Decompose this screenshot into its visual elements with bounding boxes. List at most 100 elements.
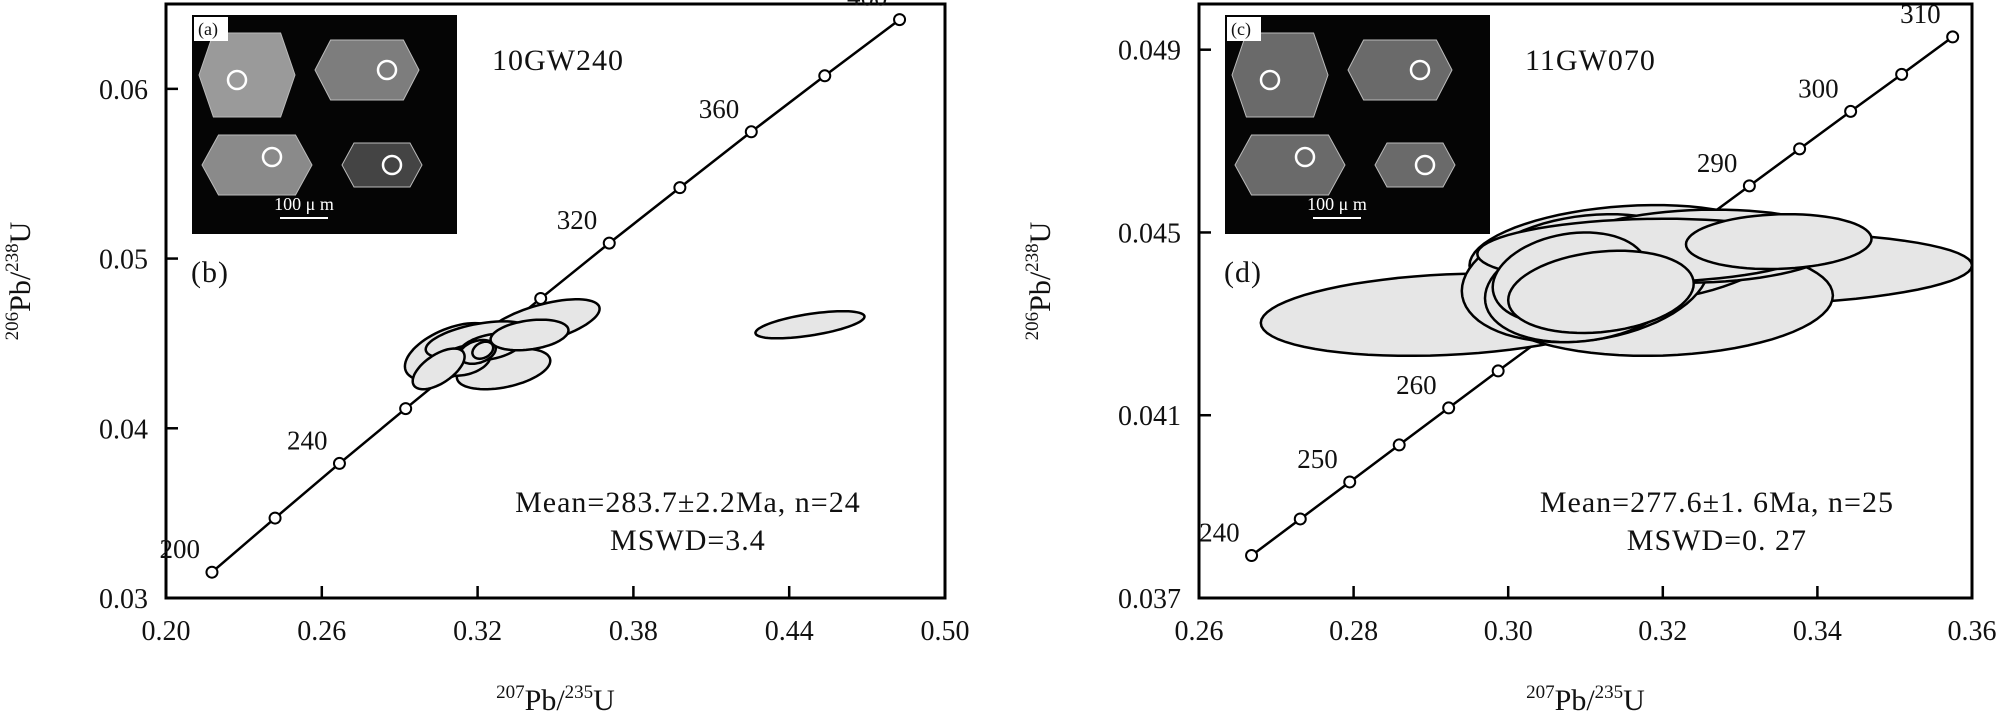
y-tick-label: 0.06 xyxy=(99,75,148,106)
y-axis-label-part: 206 xyxy=(1022,312,1043,341)
inset-label: (a) xyxy=(198,19,218,40)
age-label: 260 xyxy=(1396,370,1437,400)
plot-area xyxy=(205,13,907,579)
x-tick-label: 0.20 xyxy=(142,616,191,647)
cl-image-inset: (c) 100 μ m xyxy=(1225,15,1490,234)
x-axis-label-part: U xyxy=(593,684,615,717)
age-label: 300 xyxy=(1798,73,1839,103)
sample-name: 10GW240 xyxy=(492,44,624,77)
spot xyxy=(226,69,248,91)
age-marker xyxy=(1742,179,1756,193)
age-label: 250 xyxy=(1297,444,1338,474)
x-tick-label: 0.26 xyxy=(1175,616,1224,647)
age-marker xyxy=(1245,549,1259,563)
age-marker xyxy=(1442,401,1456,415)
panel-label: (b) xyxy=(191,256,229,289)
y-axis-label-part: Pb/ xyxy=(4,271,37,312)
age-marker xyxy=(744,125,758,139)
mean-age: Mean=283.7±2.2Ma, n=24 xyxy=(515,486,861,519)
y-tick-label: 0.037 xyxy=(1118,584,1181,615)
y-axis-label-part: U xyxy=(1024,221,1057,243)
x-tick-label: 0.50 xyxy=(921,616,970,647)
y-axis-label: 206Pb/238U xyxy=(1022,221,1057,340)
plot-frame xyxy=(164,2,947,600)
x-axis-label: 207Pb/235U xyxy=(496,682,615,717)
x-axis-label-part: Pb/ xyxy=(1555,684,1596,717)
age-marker xyxy=(1293,512,1307,526)
x-tick-label: 0.44 xyxy=(765,616,814,647)
inset-label-box xyxy=(194,17,228,41)
spot xyxy=(1409,59,1431,81)
zircon-grain xyxy=(201,134,313,196)
x-tick-label: 0.38 xyxy=(609,616,658,647)
age-marker xyxy=(332,456,346,470)
scale-bar-label: 100 μ m xyxy=(1307,194,1367,214)
x-axis-label-part: Pb/ xyxy=(525,684,566,717)
age-label: 240 xyxy=(1199,518,1240,548)
age-label: 310 xyxy=(1900,0,1941,29)
cl-image-inset: (a) 100 μ m xyxy=(192,15,457,234)
x-axis-label: 207Pb/235U xyxy=(1526,682,1645,717)
panel-left: 0.20 0.26 0.32 0.38 0.44 0.50 0.03 0.04 0.05 0.06… xyxy=(2,0,970,717)
age-marker xyxy=(1491,364,1505,378)
age-marker xyxy=(534,291,548,305)
x-tick-label: 0.32 xyxy=(453,616,502,647)
age-label: 360 xyxy=(699,94,740,124)
x-tick-label: 0.32 xyxy=(1638,616,1687,647)
error-ellipse xyxy=(471,340,495,360)
sample-name: 11GW070 xyxy=(1525,44,1656,77)
error-ellipse xyxy=(1506,249,1695,335)
mswd: MSWD=3.4 xyxy=(610,524,766,557)
x-tick-label: 0.26 xyxy=(297,616,346,647)
age-marker xyxy=(1343,475,1357,489)
error-ellipse xyxy=(1684,212,1873,271)
mean-age: Mean=277.6±1. 6Ma, n=25 xyxy=(1540,486,1894,519)
age-marker xyxy=(205,565,219,579)
y-tick-label: 0.05 xyxy=(99,245,148,276)
x-tick-label: 0.28 xyxy=(1329,616,1378,647)
spot xyxy=(376,59,398,81)
spot xyxy=(1414,154,1436,176)
zircon-grain xyxy=(1347,39,1453,101)
panel-label: (d) xyxy=(1224,256,1262,289)
age-marker xyxy=(1392,438,1406,452)
x-axis-label-part: 235 xyxy=(1595,682,1624,703)
scale-bar-label: 100 μ m xyxy=(274,194,334,214)
y-axis-label-part: 206 xyxy=(2,312,23,341)
age-label: 320 xyxy=(557,205,598,235)
x-tick-label: 0.36 xyxy=(1948,616,1997,647)
spot xyxy=(381,154,403,176)
age-label: 200 xyxy=(159,534,200,564)
y-axis-label-part: 238 xyxy=(2,243,23,272)
age-marker xyxy=(673,181,687,195)
x-axis-label-part: U xyxy=(1623,684,1645,717)
y-axis-label: 206Pb/238U xyxy=(2,221,37,340)
panel-right: 0.26 0.28 0.30 0.32 0.34 0.36 0.037 0.041 0.045 0… xyxy=(1022,0,1997,717)
inset-label: (c) xyxy=(1231,19,1251,40)
inset-label-box xyxy=(1227,17,1261,41)
plot-frame xyxy=(1197,2,1974,600)
plot-area xyxy=(1245,30,1972,563)
age-label: 240 xyxy=(287,425,328,455)
age-marker xyxy=(893,13,907,27)
spot xyxy=(261,146,283,168)
y-axis-label-part: 238 xyxy=(1022,243,1043,272)
y-tick-label: 0.049 xyxy=(1118,36,1181,67)
y-tick-label: 0.045 xyxy=(1118,218,1181,249)
age-marker xyxy=(1844,104,1858,118)
age-label: 290 xyxy=(1697,148,1738,178)
spot xyxy=(1294,146,1316,168)
age-marker xyxy=(602,236,616,250)
age-label: 400 xyxy=(847,0,888,12)
age-marker xyxy=(268,511,282,525)
age-marker xyxy=(818,69,832,83)
mswd: MSWD=0. 27 xyxy=(1627,524,1807,557)
spot xyxy=(1259,69,1281,91)
zircon-grain xyxy=(198,32,296,118)
age-marker xyxy=(1793,142,1807,156)
x-axis-label-part: 207 xyxy=(496,682,525,703)
zircon-grain xyxy=(1231,32,1329,118)
age-marker xyxy=(399,402,413,416)
x-tick-label: 0.34 xyxy=(1793,616,1842,647)
